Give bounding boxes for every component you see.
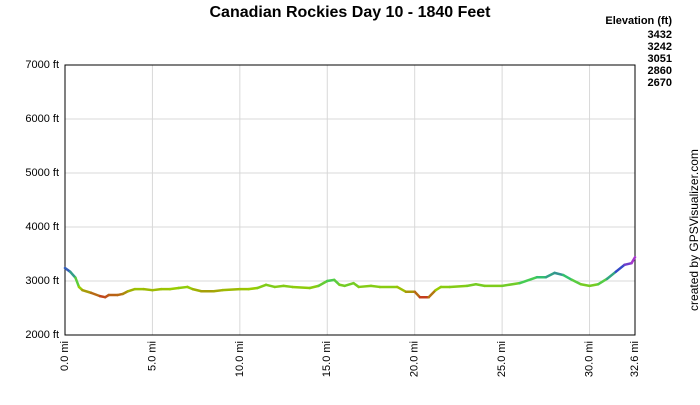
legend-entry: 2860	[648, 65, 672, 77]
profile-segment	[357, 284, 373, 289]
profile-segment	[500, 281, 521, 288]
profile-segment	[544, 271, 556, 279]
y-tick-label: 7000 ft	[25, 59, 59, 71]
profile-segment	[308, 284, 320, 290]
profile-segment	[291, 285, 312, 290]
profile-segment	[597, 277, 609, 286]
profile-segment	[343, 281, 355, 288]
x-tick-label: 32.6 mi	[629, 341, 641, 377]
profile-segment	[570, 278, 583, 286]
x-tick-label: 20.0 mi	[409, 341, 421, 377]
legend-entry: 3051	[648, 53, 672, 65]
legend-entry: 3242	[648, 41, 672, 53]
y-tick-label: 3000 ft	[25, 275, 59, 287]
y-tick-label: 5000 ft	[25, 167, 59, 179]
profile-segment	[151, 287, 163, 292]
profile-segment	[579, 282, 591, 288]
profile-segment	[317, 279, 329, 288]
profile-segment	[264, 283, 277, 289]
profile-segment	[630, 255, 637, 265]
x-tick-label: 25.0 mi	[496, 341, 508, 377]
x-tick-label: 0.0 mi	[59, 341, 71, 371]
profile-segment	[448, 284, 469, 289]
profile-segment	[465, 282, 478, 288]
profile-segment	[74, 276, 81, 289]
profile-segment	[588, 282, 600, 288]
x-tick-label: 30.0 mi	[583, 341, 595, 377]
y-tick-label: 6000 ft	[25, 113, 59, 125]
profile-segment	[395, 285, 408, 294]
profile-segment	[553, 271, 565, 277]
chart-title: Canadian Rockies Day 10 - 1840 Feet	[209, 4, 491, 21]
profile-segment	[212, 288, 224, 293]
y-tick-label: 4000 ft	[25, 221, 59, 233]
legend-entry: 2670	[648, 77, 672, 89]
profile-segment	[89, 291, 102, 298]
profile-segment	[256, 283, 268, 290]
credit: created by GPSVisualizer.com	[687, 149, 700, 311]
profile-segment	[142, 287, 154, 292]
profile-segment	[369, 284, 381, 289]
profile-segment	[273, 284, 285, 289]
profile-segment	[427, 288, 437, 299]
profile-segment	[177, 285, 189, 290]
profile-segment	[605, 270, 618, 281]
y-tick-label: 2000 ft	[25, 329, 59, 341]
profile-segment	[81, 288, 93, 295]
legend-title: Elevation (ft)	[605, 15, 672, 27]
profile-segment	[562, 273, 574, 282]
profile-segment	[474, 282, 486, 288]
plot-frame	[64, 64, 636, 336]
profile-segment	[614, 263, 626, 274]
profile-segment	[282, 284, 294, 289]
profile-segment	[68, 270, 77, 280]
profile-segment	[518, 275, 539, 285]
x-tick-label: 15.0 mi	[321, 341, 333, 377]
profile-segment	[221, 287, 242, 292]
profile-segment	[413, 290, 422, 299]
profile-segment	[191, 287, 203, 293]
x-tick-label: 10.0 mi	[234, 341, 246, 377]
x-tick-label: 5.0 mi	[146, 341, 158, 371]
profile-segment	[168, 286, 180, 291]
legend-entry: 3432	[648, 29, 672, 41]
profile-segment	[247, 286, 259, 291]
